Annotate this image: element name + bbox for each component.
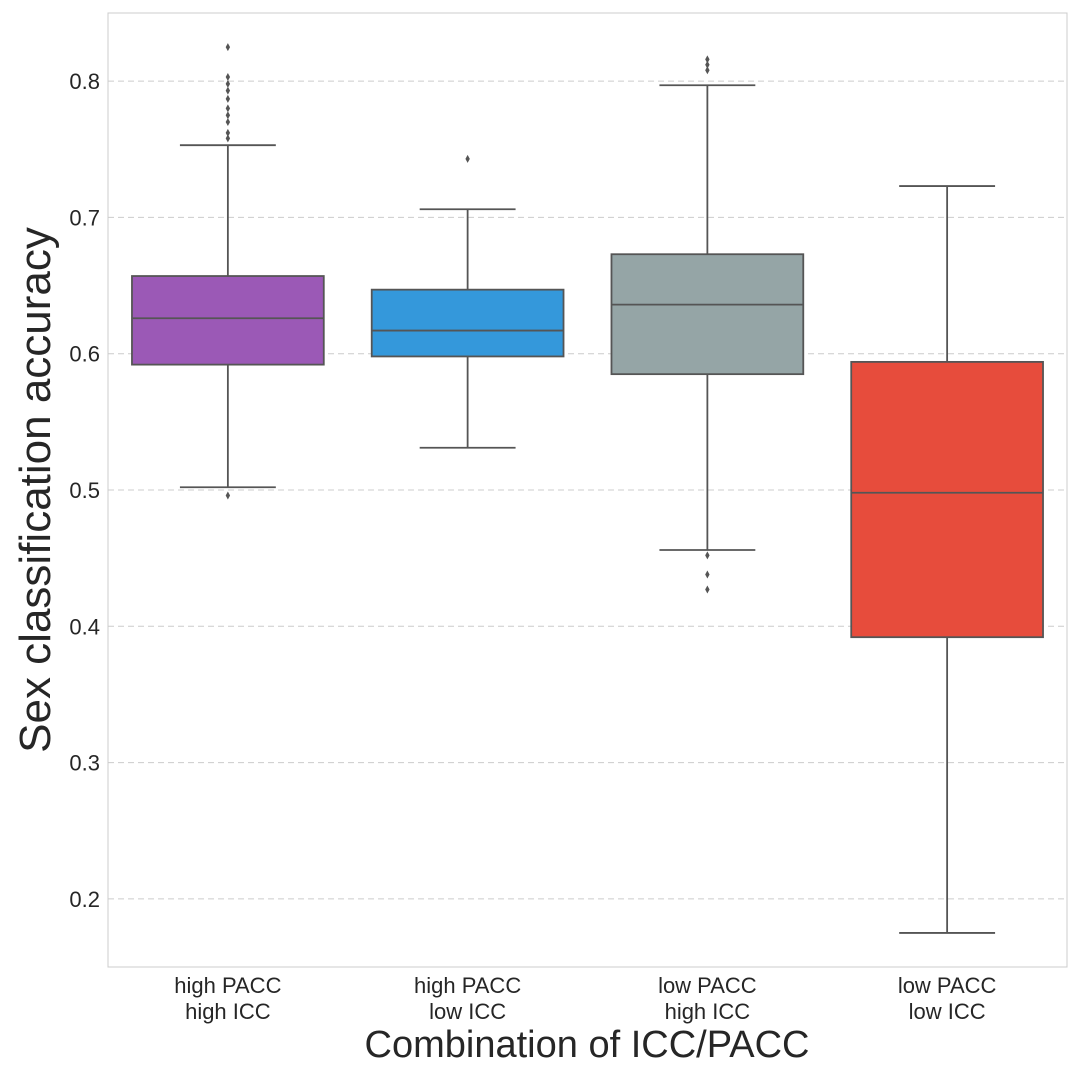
y-tick-label: 0.2 (69, 887, 100, 912)
outlier-point (705, 60, 710, 69)
x-category-label-line1: high PACC (414, 973, 521, 998)
outlier-point (225, 104, 231, 113)
outlier-point (225, 118, 231, 127)
x-category-label-line2: low ICC (909, 999, 986, 1024)
y-tick-label: 0.7 (69, 205, 100, 230)
x-category-label-line2: high ICC (665, 999, 751, 1024)
box-iqr (131, 275, 325, 366)
outlier-point (225, 111, 231, 120)
boxes (131, 43, 1044, 934)
y-tick-label: 0.8 (69, 69, 100, 94)
y-axis-title: Sex classification accuracy (11, 227, 60, 753)
outlier-point (705, 570, 710, 579)
box-group (610, 55, 805, 594)
box-group (370, 154, 565, 449)
x-category-label-line1: low PACC (898, 973, 997, 998)
outlier-point (225, 73, 231, 82)
y-tick-labels: 0.2 0.3 0.4 0.5 0.6 0.7 0.8 (69, 69, 100, 912)
y-tick-label: 0.3 (69, 751, 100, 776)
outlier-point (465, 154, 470, 163)
outlier-point (705, 551, 710, 560)
box-iqr (370, 288, 565, 358)
outlier-point (705, 66, 710, 75)
outlier-point (225, 43, 231, 52)
y-tick-label: 0.4 (69, 614, 100, 639)
outlier-point (225, 491, 231, 500)
y-tick-label: 0.5 (69, 478, 100, 503)
outlier-point (225, 94, 231, 103)
outlier-point (705, 585, 710, 594)
x-category-label-line2: high ICC (185, 999, 271, 1024)
outlier-point (225, 128, 231, 137)
x-axis-title: Combination of ICC/PACC (365, 1024, 810, 1066)
x-category-label-line1: high PACC (174, 973, 281, 998)
box-group (850, 185, 1044, 934)
outlier-point (225, 79, 231, 88)
box-iqr (850, 360, 1044, 639)
x-category-label-line2: low ICC (429, 999, 506, 1024)
x-category-label-line1: low PACC (658, 973, 757, 998)
box-iqr (610, 253, 805, 376)
outlier-point (225, 134, 231, 143)
box-group (131, 43, 325, 500)
outlier-point (705, 55, 710, 64)
outlier-point (225, 86, 231, 95)
y-tick-label: 0.6 (69, 342, 100, 367)
